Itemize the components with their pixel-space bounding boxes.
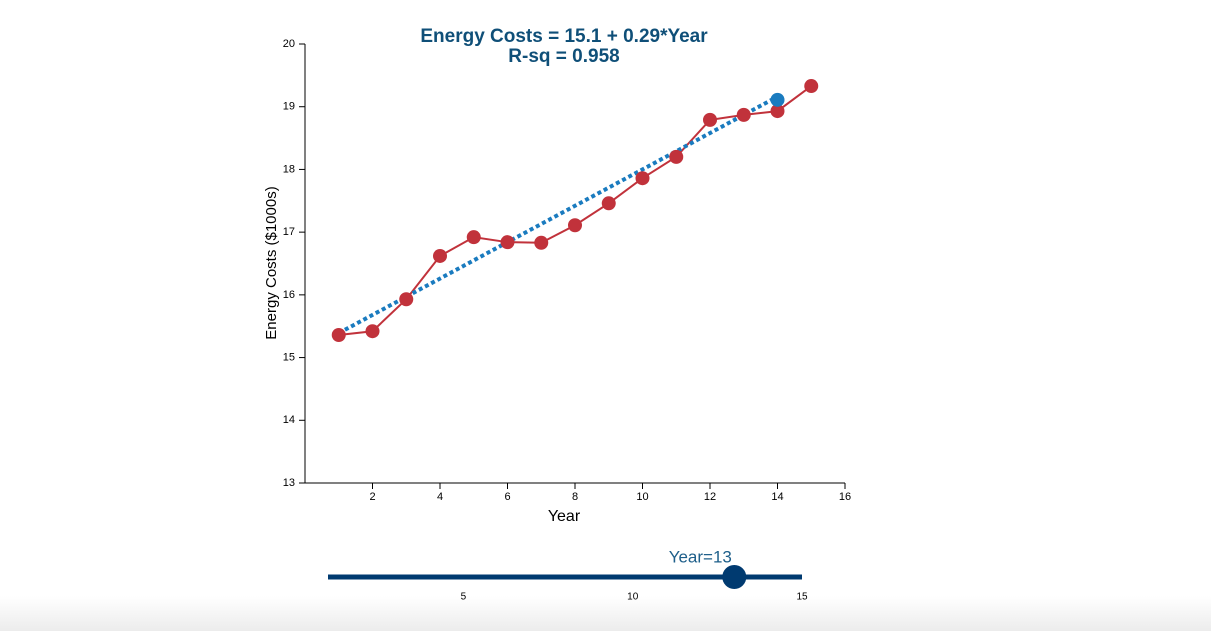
slider-tick-label: 15	[796, 592, 808, 603]
x-tick-label: 14	[771, 491, 783, 503]
chart-title: Energy Costs = 15.1 + 0.29*Year	[420, 26, 708, 47]
y-axis-label: Energy Costs ($1000s)	[263, 186, 280, 339]
fit-line	[337, 94, 779, 335]
footer-shade	[0, 596, 1211, 631]
slider-tick-label: 10	[627, 592, 639, 603]
data-point	[331, 327, 346, 342]
x-tick-label: 6	[504, 491, 510, 503]
data-point	[433, 248, 447, 263]
data-point	[568, 218, 582, 233]
data-point	[736, 107, 751, 122]
prediction-point	[770, 92, 785, 107]
y-tick-label: 18	[283, 163, 295, 175]
y-tick-label: 17	[283, 226, 295, 238]
x-tick-label: 2	[369, 491, 375, 503]
x-tick-label: 8	[572, 491, 578, 503]
x-tick-label: 4	[437, 491, 443, 503]
data-point	[770, 104, 785, 119]
y-tick-label: 14	[283, 414, 295, 426]
y-tick-label: 20	[283, 38, 295, 50]
y-tick-label: 13	[283, 477, 295, 489]
x-tick-label: 12	[704, 491, 716, 503]
x-tick-label: 10	[636, 491, 648, 503]
x-tick-label: 16	[839, 491, 851, 503]
data-point	[703, 112, 717, 127]
slider-tick-label: 5	[461, 592, 467, 603]
data-point	[365, 324, 380, 339]
y-tick-label: 19	[283, 101, 295, 113]
data-point	[500, 235, 515, 250]
data-point	[635, 171, 650, 186]
y-tick-label: 16	[283, 289, 295, 301]
data-point	[669, 149, 684, 164]
data-point	[804, 79, 819, 94]
data-point	[534, 235, 549, 250]
data-point	[601, 196, 616, 211]
y-tick-label: 15	[283, 351, 295, 363]
slider-handle[interactable]	[722, 565, 747, 589]
slider-label: Year=13	[669, 547, 732, 566]
data-point	[466, 230, 481, 245]
x-axis-label: Year	[548, 508, 581, 525]
chart-subtitle: R-sq = 0.958	[508, 46, 619, 67]
data-point	[399, 292, 414, 307]
